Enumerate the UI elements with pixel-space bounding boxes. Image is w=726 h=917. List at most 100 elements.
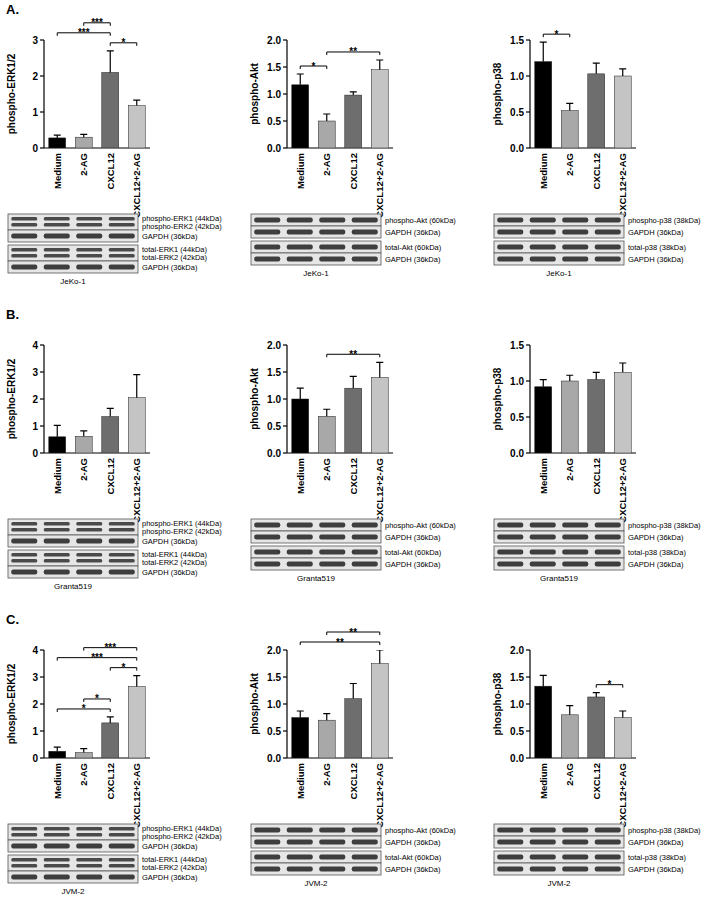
blot-band [44,844,70,849]
blot-band [319,840,345,845]
y-axis-label: phospho-p38 [492,367,503,430]
blot-band [352,535,378,540]
y-tick [526,147,530,148]
blot-label: GAPDH (36kDa) [142,568,198,577]
y-tick [283,344,287,345]
western-blot: phospho-p38 (38kDa)GAPDH (36kDa)total-p3… [494,519,701,583]
blot-band [44,858,70,862]
blot-band [44,833,70,837]
y-tick [526,676,530,677]
blot-band [254,523,280,528]
blot-band [562,245,588,250]
blot-strip [8,550,138,566]
error-bar [54,135,61,138]
blot-strip [494,836,624,848]
y-tick [283,66,287,67]
background [0,0,726,917]
chart: 0.00.51.01.52.0phospho-AktMedium2-AGCXCL… [249,627,393,828]
blot-band [109,522,135,526]
blot-band [319,828,345,833]
y-tick-label: 3 [32,672,38,683]
blot-band [11,254,37,258]
blot-label: GAPDH (36kDa) [142,263,198,272]
blot-caption: Granta519 [297,574,335,583]
blot-band [44,827,70,831]
blot-strip [8,855,138,871]
y-axis [43,40,44,148]
bar [371,664,388,759]
y-tick-label: 2 [32,394,38,405]
error-bar [566,103,573,110]
blot-band [109,875,135,880]
blot-band [319,257,345,262]
x-tick-label: 2-AG [564,458,575,481]
blot-band [76,254,102,258]
x-tick-label: CXCL12 [348,153,359,189]
blot-strip [494,214,624,226]
blot-band [287,523,313,528]
y-tick-label: 1.5 [267,672,281,683]
significance-label: * [555,29,559,40]
y-tick-label: 0.0 [267,753,281,764]
y-tick [283,398,287,399]
blot-band [76,528,102,532]
blot-band [76,827,102,831]
y-tick [526,703,530,704]
error-bar [619,711,626,717]
bar [102,417,119,453]
blot-label: GAPDH (36kDa) [628,560,684,569]
bar [128,398,145,453]
blot-strip [8,871,138,883]
bar [535,686,552,758]
blot-strip [8,840,138,852]
blot-band [254,230,280,235]
blot-band [530,523,556,528]
blot-band [287,245,313,250]
error-bar [80,431,87,436]
blot-band [562,257,588,262]
x-tick-label: Medium [295,763,306,799]
blot-label: phospho-Akt (60kDa) [385,216,456,225]
blot-band [287,828,313,833]
y-tick-label: 2.0 [267,340,281,351]
blot-strip [494,558,624,570]
blot-label: phospho-ERK2 (42kDa) [142,222,222,231]
blot-label: GAPDH (36kDa) [385,255,441,264]
y-tick-label: 2 [32,71,38,82]
blot-band [254,867,280,872]
blot-band [352,550,378,555]
bar [49,138,66,148]
y-tick-label: 2.0 [267,645,281,656]
error-bar [297,388,304,399]
x-tick-label: 2-AG [78,458,89,481]
blot-band [44,553,70,557]
error-bar [350,376,357,388]
blot-strip [8,214,138,230]
bar [588,697,605,758]
error-bar [323,114,330,121]
blot-label: phospho-Akt (60kDa) [385,521,456,530]
y-tick [40,398,44,399]
blot-band [352,523,378,528]
y-tick-label: 1.5 [510,35,524,46]
blot-band [562,867,588,872]
significance-label: * [312,61,316,72]
y-tick [40,111,44,112]
blot-band [595,230,621,235]
blot-band [11,844,37,849]
blot-band [595,840,621,845]
marks [292,650,388,758]
bar [75,753,92,758]
blot-band [352,867,378,872]
blot-band [497,257,523,262]
y-tick [40,649,44,650]
y-axis-label: phospho-p38 [492,672,503,735]
blot-strip [251,214,381,226]
blot-band [76,864,102,868]
y-tick-label: 0.0 [510,143,524,154]
x-tick-label: 2-AG [321,458,332,481]
bar [345,699,362,758]
significance-label: ** [349,46,357,57]
chart: 01234phospho-ERK1/2Medium2-AGCXCL12CXCL1… [6,340,150,523]
bar [102,723,119,758]
